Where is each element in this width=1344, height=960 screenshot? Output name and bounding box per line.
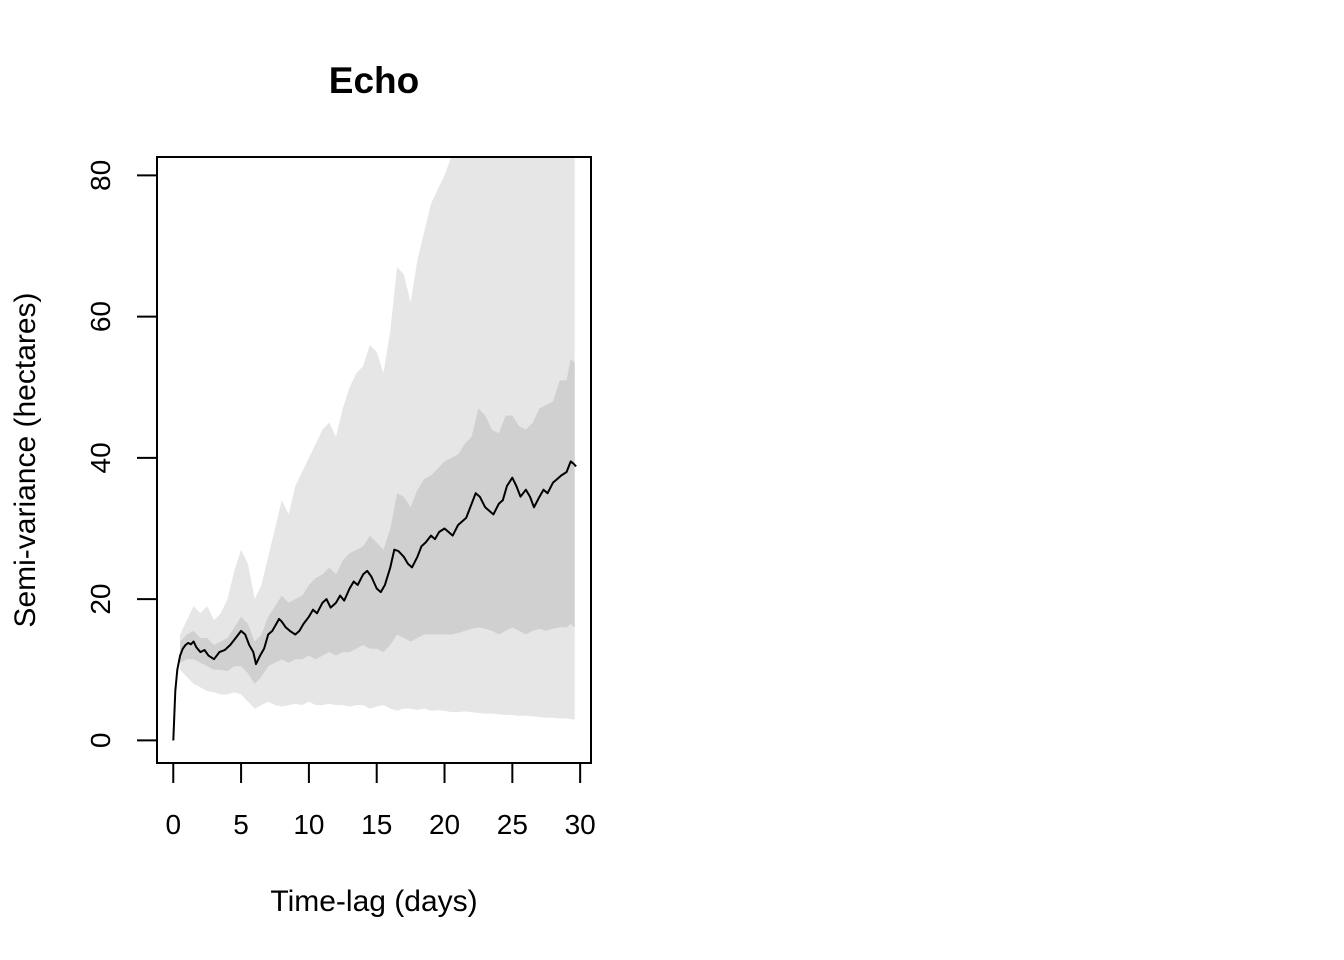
y-axis-label: Semi-variance (hectares) xyxy=(9,292,42,627)
confidence-band-inner xyxy=(180,359,575,684)
x-tick-label: 10 xyxy=(293,809,324,840)
y-tick-label: 80 xyxy=(85,160,116,191)
x-axis: 0 5 10 15 20 25 30 xyxy=(165,762,596,840)
chart-title: Echo xyxy=(329,60,419,101)
y-tick-label: 20 xyxy=(85,584,116,615)
x-tick-label: 20 xyxy=(429,809,460,840)
semivariance-line xyxy=(172,460,577,741)
x-tick-label: 5 xyxy=(233,809,249,840)
y-tick-label: 0 xyxy=(85,733,116,749)
x-tick-label: 0 xyxy=(165,809,181,840)
x-axis-label: Time-lag (days) xyxy=(270,885,477,918)
y-axis: 0 20 40 60 80 xyxy=(85,160,158,749)
y-tick-label: 60 xyxy=(85,301,116,332)
confidence-bands xyxy=(180,157,575,720)
x-tick-label: 30 xyxy=(565,809,596,840)
y-tick-label: 40 xyxy=(85,442,116,473)
x-tick-label: 15 xyxy=(361,809,392,840)
x-tick-label: 25 xyxy=(497,809,528,840)
semivariance-line-layer xyxy=(172,460,577,741)
